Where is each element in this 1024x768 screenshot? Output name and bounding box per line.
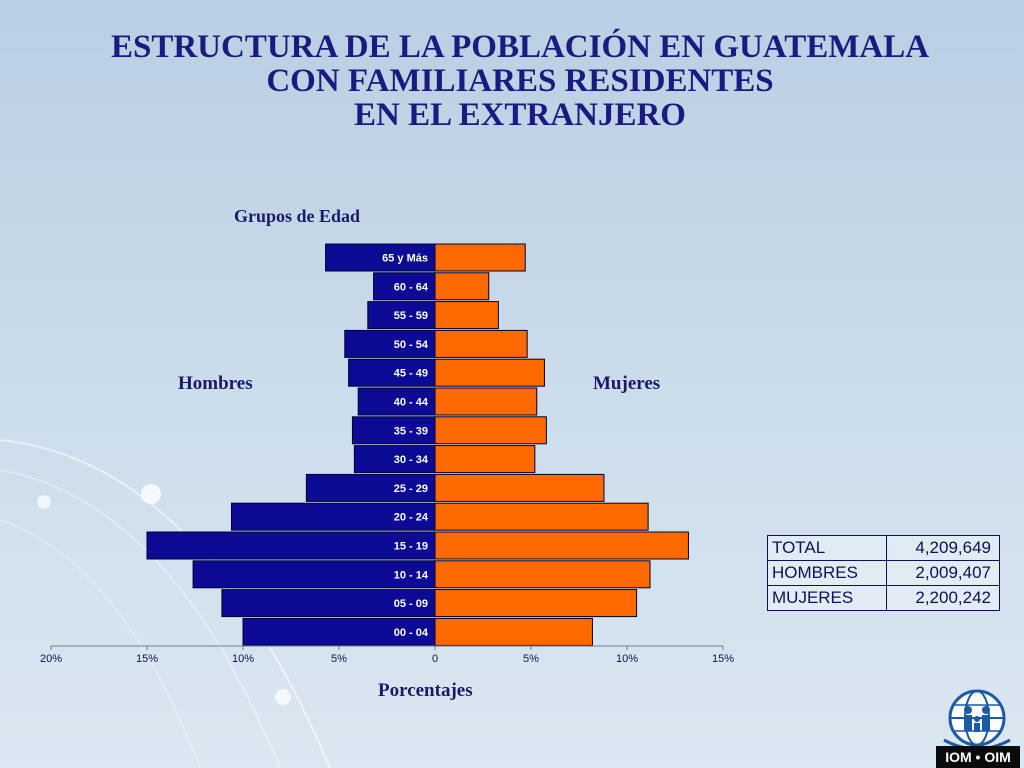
iom-logo-text: IOM • OIM [936,746,1020,768]
totals-table: TOTAL 4,209,649 HOMBRES 2,009,407 MUJERE… [767,535,1000,611]
x-tick-label: 15% [136,653,158,665]
x-tick-label: 20% [40,653,62,665]
bar-hombres [351,416,436,445]
x-axis-label: Porcentajes [378,680,473,701]
page-title: ESTRUCTURA DE LA POBLACIÓN EN GUATEMALA … [40,30,1000,132]
totals-label: TOTAL [767,535,887,561]
title-line-1: ESTRUCTURA DE LA POBLACIÓN EN GUATEMALA [110,29,930,65]
x-tick-label: 0 [432,653,438,665]
age-group-label: 40 - 44 [394,397,429,409]
age-group-label: 65 y Más [382,253,428,265]
totals-row: MUJERES 2,200,242 [767,585,1000,611]
bar-mujeres [434,416,547,445]
age-group-label: 50 - 54 [394,339,429,351]
bar-hombres [192,560,436,589]
bar-mujeres [434,358,545,387]
age-group-label: 15 - 19 [394,541,428,553]
age-group-label: 35 - 39 [394,425,428,437]
left-series-label: Hombres [178,373,253,394]
bar-hombres [325,243,436,272]
bar-mujeres [434,445,536,474]
age-axis-label: Grupos de Edad [234,206,361,226]
x-tick-label: 5% [331,653,347,665]
bar-hombres [230,502,436,531]
age-group-label: 55 - 59 [394,310,428,322]
age-group-label: 60 - 64 [394,281,429,293]
age-group-label: 20 - 24 [394,512,429,524]
bar-mujeres [434,301,499,330]
title-line-3: EN EL EXTRANJERO [354,97,686,133]
bar-hombres [348,358,436,387]
age-group-label: 25 - 29 [394,483,428,495]
bar-mujeres [434,473,605,502]
bar-hombres [221,589,436,618]
bar-mujeres [434,329,528,358]
bar-hombres [305,473,436,502]
totals-row: HOMBRES 2,009,407 [767,560,1000,586]
totals-label: MUJERES [767,585,887,611]
totals-value: 2,009,407 [886,560,1000,586]
age-group-label: 45 - 49 [394,368,428,380]
bar-hombres [242,617,436,646]
age-group-label: 00 - 04 [394,627,429,639]
x-tick-label: 15% [712,653,734,665]
bar-mujeres [434,531,689,560]
age-group-label: 05 - 09 [394,598,428,610]
bar-hombres [146,531,436,560]
x-tick-label: 5% [523,653,539,665]
totals-value: 2,200,242 [886,585,1000,611]
age-group-label: 30 - 34 [394,454,429,466]
bar-hombres [344,329,436,358]
x-tick-label: 10% [232,653,254,665]
x-tick-label: 10% [616,653,638,665]
bar-mujeres [434,589,638,618]
age-group-label: 10 - 14 [394,569,429,581]
bar-mujeres [434,243,526,272]
totals-row: TOTAL 4,209,649 [767,535,1000,561]
bar-hombres [357,387,436,416]
bar-hombres [373,272,436,301]
bar-mujeres [434,617,593,646]
bar-mujeres [434,502,649,531]
title-line-2: CON FAMILIARES RESIDENTES [266,63,774,99]
bar-mujeres [434,387,538,416]
bar-mujeres [434,272,490,301]
right-series-label: Mujeres [593,373,661,394]
totals-value: 4,209,649 [886,535,1000,561]
bar-mujeres [434,560,651,589]
bar-hombres [367,301,436,330]
totals-label: HOMBRES [767,560,887,586]
